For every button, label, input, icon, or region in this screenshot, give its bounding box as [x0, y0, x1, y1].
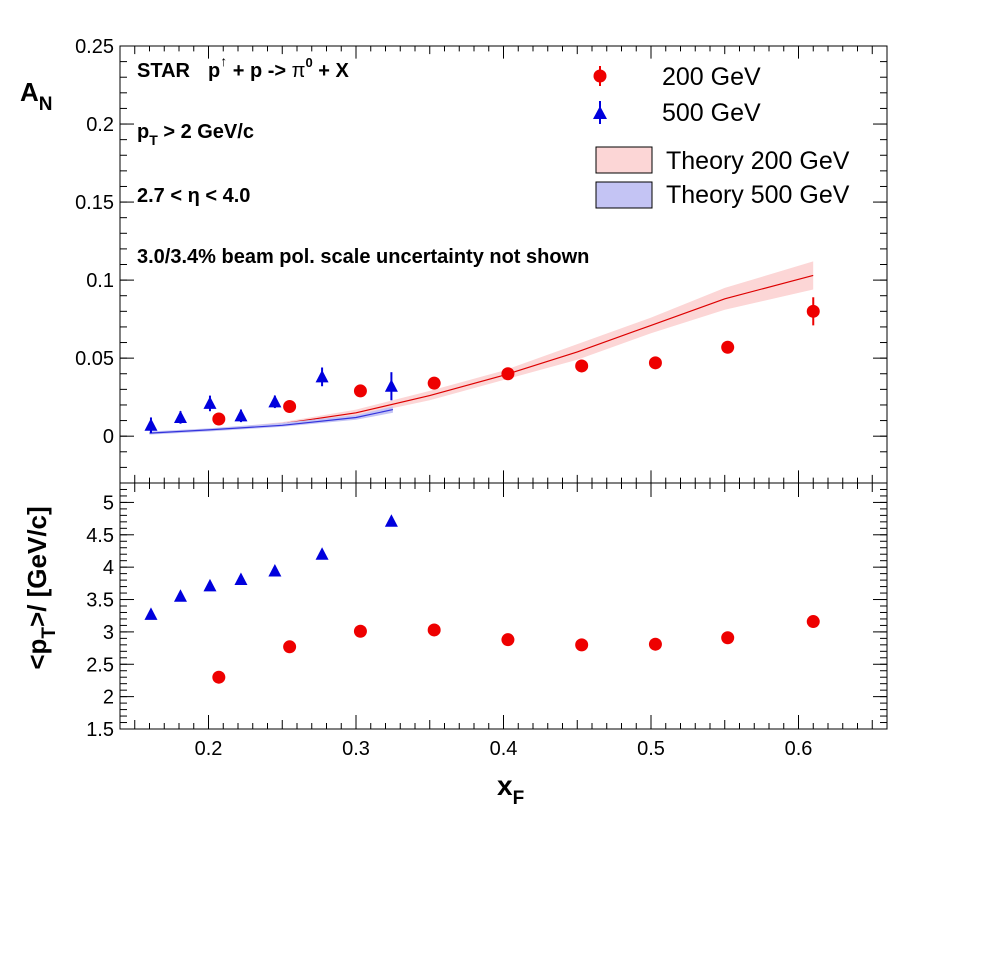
top-point-500gev — [234, 408, 248, 422]
top-point-200gev — [212, 412, 226, 426]
bottom-ytick-label: 4 — [103, 557, 114, 579]
bottom-xtick-label: 0.2 — [195, 738, 223, 760]
bottom-data-points — [144, 514, 820, 684]
legend-label: 200 GeV — [662, 63, 761, 91]
annotation-pt-cut: pT > 2 GeV/c — [137, 121, 254, 148]
legend-label: 500 GeV — [662, 99, 761, 127]
svg-text:<pT>/ [GeV/c]: <pT>/ [GeV/c] — [22, 506, 60, 669]
bottom-point-500gev — [384, 514, 398, 527]
top-point-500gev — [144, 418, 158, 431]
bottom-ylabel: <pT>/ [GeV/c] — [22, 506, 60, 669]
top-point-200gev — [283, 400, 297, 414]
top-ytick-label: 0.15 — [75, 192, 114, 214]
top-theory-bands — [149, 261, 814, 435]
top-point-500gev — [173, 410, 187, 423]
bottom-xtick-label: 0.3 — [342, 738, 370, 760]
top-point-200gev — [721, 340, 735, 354]
top-ytick-label: 0.05 — [75, 348, 114, 370]
legend: 200 GeV 500 GeV Theory 200 GeV Theory 50… — [593, 63, 850, 209]
annotations: STAR p↑ + p -> π0 + X pT > 2 GeV/c 2.7 < … — [137, 53, 589, 268]
top-point-200gev — [427, 376, 441, 390]
bottom-panel-frame — [119, 482, 888, 730]
bottom-ytick-label: 4.5 — [86, 525, 114, 547]
bottom-xlabel: xF — [497, 770, 524, 809]
bottom-point-200gev — [806, 615, 820, 629]
top-point-200gev — [648, 356, 662, 370]
top-point-200gev — [501, 367, 515, 381]
legend-entry-theory-200gev: Theory 200 GeV — [595, 146, 850, 175]
legend-swatch-red — [595, 146, 653, 174]
bottom-point-200gev — [353, 624, 367, 638]
top-ytick-label: 0.2 — [86, 114, 114, 136]
bottom-ytick-label: 3.5 — [86, 590, 114, 612]
annotation-process: STAR p↑ + p -> π0 + X — [137, 53, 349, 82]
theory-line-1 — [149, 409, 394, 434]
legend-label: Theory 200 GeV — [666, 147, 850, 175]
top-point-500gev — [268, 394, 282, 408]
top-point-200gev — [575, 359, 589, 373]
annotation-pol-uncertainty: 3.0/3.4% beam pol. scale uncertainty not… — [137, 246, 589, 268]
bottom-xtick-label: 0.5 — [637, 738, 665, 760]
bottom-point-200gev — [501, 633, 515, 647]
bottom-ytick-label: 5 — [103, 492, 114, 514]
legend-entry-500gev: 500 GeV — [593, 99, 761, 127]
bottom-axes: 1.5 2 2.5 3 3.5 4 4.5 5 0.2 0.3 0.4 0.5 0.6 — [86, 482, 887, 760]
legend-marker-circle — [593, 69, 607, 83]
top-point-500gev — [384, 379, 398, 392]
bottom-point-200gev — [721, 631, 735, 645]
top-point-500gev — [203, 396, 217, 409]
top-axes: 0 0.05 0.1 0.15 0.2 0.25 — [75, 36, 887, 484]
bottom-point-200gev — [575, 638, 589, 652]
bottom-point-500gev — [315, 547, 329, 560]
bottom-ytick-label: 2 — [103, 687, 114, 709]
top-point-200gev — [806, 304, 820, 318]
bottom-point-500gev — [144, 607, 158, 620]
legend-entry-theory-500gev: Theory 500 GeV — [595, 181, 850, 209]
bottom-xtick-label: 0.4 — [490, 738, 518, 760]
bottom-xtick-label: 0.6 — [785, 738, 813, 760]
annotation-eta-range: 2.7 < η < 4.0 — [137, 185, 250, 207]
top-point-200gev — [353, 384, 367, 398]
top-ytick-label: 0.25 — [75, 36, 114, 58]
bottom-point-500gev — [268, 564, 282, 577]
top-ytick-label: 0 — [103, 426, 114, 448]
legend-entry-200gev: 200 GeV — [593, 63, 761, 91]
top-data-points — [144, 297, 820, 434]
bottom-point-500gev — [173, 589, 187, 602]
legend-swatch-blue — [595, 181, 653, 209]
bottom-point-500gev — [234, 572, 248, 585]
top-ytick-label: 0.1 — [86, 270, 114, 292]
bottom-ytick-label: 2.5 — [86, 654, 114, 676]
bottom-point-500gev — [203, 578, 217, 592]
legend-label: Theory 500 GeV — [666, 181, 850, 209]
bottom-ytick-label: 3 — [103, 622, 114, 644]
top-ylabel: AN — [20, 77, 53, 115]
bottom-point-200gev — [283, 640, 297, 654]
legend-marker-triangle — [593, 106, 607, 119]
bottom-point-200gev — [648, 637, 662, 651]
bottom-point-200gev — [212, 670, 226, 684]
bottom-point-200gev — [427, 623, 441, 637]
bottom-ytick-label: 1.5 — [86, 719, 114, 741]
top-point-500gev — [315, 369, 329, 383]
